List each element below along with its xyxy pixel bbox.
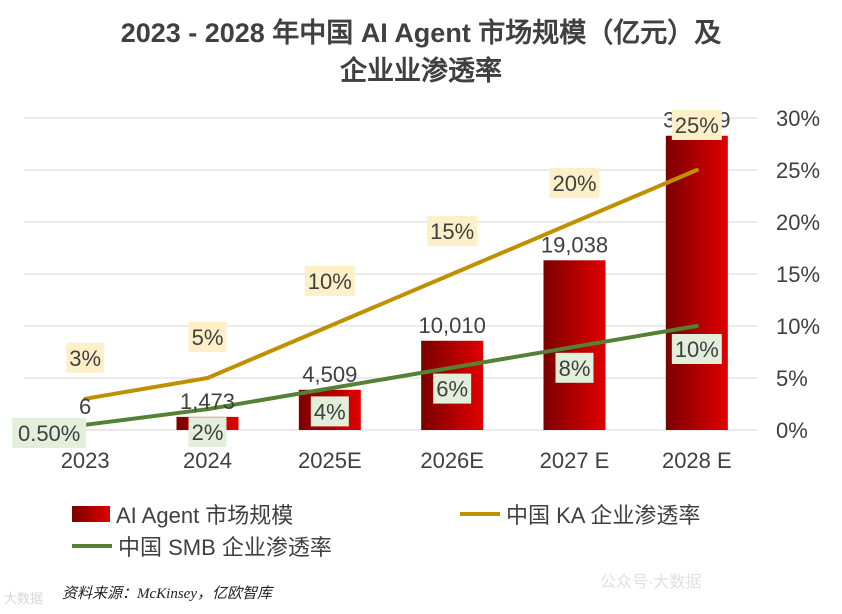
line-data-label: 6% [436,377,468,402]
chart-title-line1: 2023 - 2028 年中国 AI Agent 市场规模（亿元）及 [120,18,722,48]
line-label-box [671,110,722,140]
line-data-label: 10% [675,337,719,362]
x-axis-tick-label: 2024 [183,448,232,473]
right-axis-tick-label: 15% [776,262,820,287]
bar-value-label: 19,038 [541,232,608,257]
line-label-box [433,373,472,404]
line-label-box [12,418,87,448]
legend-label-ka: 中国 KA 企业渗透率 [506,503,700,528]
line-label-box [188,322,227,352]
bar-value-label: 4,509 [302,362,357,387]
bar-value-label: 6 [79,394,91,419]
x-axis-tick-label: 2023 [61,448,110,473]
source-note: 资料来源：McKinsey，亿欧智库 [62,586,272,602]
x-axis-tick-label: 2026E [420,448,484,473]
line-label-box [310,396,349,427]
right-axis-tick-label: 30% [776,106,820,131]
line-label-box [66,342,105,373]
right-axis-tick-label: 0% [776,418,808,443]
legend-swatch-bars [72,506,110,522]
line-data-label: 3% [69,346,101,371]
line-smb [83,324,699,427]
line-data-label: 8% [559,356,591,381]
line-data-label: 20% [552,171,596,196]
line-label-box [555,352,594,383]
line-data-label: 10% [308,269,352,294]
line-label-box [304,266,355,296]
chart-title-line2: 企业业渗透率 [340,56,502,86]
line-label-box [188,417,227,448]
bar-value-label: 1,473 [180,389,235,414]
right-axis-tick-label: 10% [776,314,820,339]
line-label-box [427,216,478,246]
bar-2028 E [665,135,728,430]
line-ka [83,168,699,401]
line-data-label: 4% [314,399,346,424]
line-data-label: 15% [430,219,474,244]
legend-label-smb: 中国 SMB 企业渗透率 [118,535,332,560]
x-axis-tick-label: 2025E [298,448,362,473]
chart-title: 2023 - 2028 年中国 AI Agent 市场规模（亿元）及 企业业渗透… [0,14,842,90]
watermark-right: 公众号·大数据 [600,574,702,591]
right-axis-tick-label: 5% [776,366,808,391]
bar-value-label: 10,010 [419,313,486,338]
right-axis-tick-label: 20% [776,210,820,235]
line-data-label: 2% [192,420,224,445]
x-axis-tick-label: 2027 E [540,448,610,473]
line-label-box [671,334,722,364]
right-axis-tick-label: 25% [776,158,820,183]
watermark-left: 大数据 [4,591,44,606]
line-data-label: 25% [675,113,719,138]
line-data-label: 0.50% [18,421,80,446]
line-data-label: 5% [192,325,224,350]
legend-label-bars: AI Agent 市场规模 [116,503,293,528]
line-label-box [549,168,600,198]
x-axis-tick-label: 2028 E [662,448,732,473]
